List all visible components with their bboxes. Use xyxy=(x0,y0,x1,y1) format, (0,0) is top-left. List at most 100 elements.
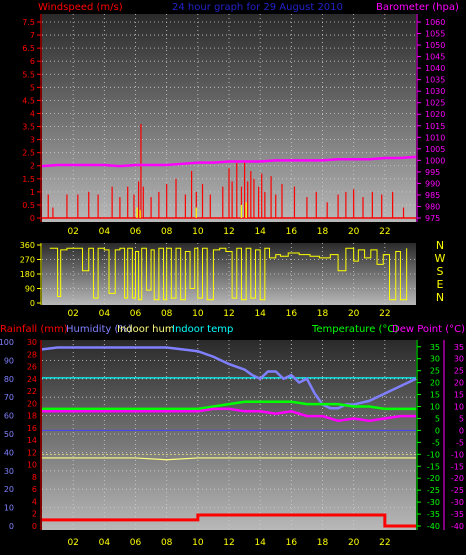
x-tick-label: 18 xyxy=(317,538,329,548)
panel1-x-axis: 02 04 06 08 10 12 14 16 18 20 22 xyxy=(67,227,390,237)
panel1-title-center: 24 hour graph for 29 August 2010 xyxy=(172,2,343,13)
x-tick-label: 10 xyxy=(192,538,204,548)
rain-tick-label: 2 xyxy=(32,510,37,519)
dew-tick-label: 5 xyxy=(459,414,464,423)
legend-item: Rainfall (mm) xyxy=(0,324,68,335)
barometer-line xyxy=(41,155,417,168)
dew-tick-label: 10 xyxy=(454,403,464,412)
humidity-tick-label: 80 xyxy=(4,375,14,384)
compass-label: W xyxy=(435,252,446,265)
x-tick-label: 10 xyxy=(192,227,204,237)
panel2-x-axis: 02 04 06 08 10 12 14 16 18 20 22 xyxy=(67,309,390,319)
left-tick-label: 2.5 xyxy=(22,149,35,158)
panel2-series xyxy=(49,247,408,301)
rain-tick-label: 18 xyxy=(27,412,37,421)
temp-tick-label: 15 xyxy=(430,391,440,400)
temp-tick-label: -40 xyxy=(427,522,440,531)
panel1-left-axis: 0 0.5 1 1.5 2 2.5 3 3.5 4 4.5 5 5.5 6 6.5 7 7.5 xyxy=(22,14,42,223)
humidity-tick-label: 10 xyxy=(4,504,14,513)
dew-tick-label: 0 xyxy=(459,426,464,435)
left-tick-label: 1 xyxy=(30,188,35,197)
x-tick-label: 16 xyxy=(286,538,298,548)
x-tick-label: 14 xyxy=(254,309,266,319)
humidity-tick-label: 70 xyxy=(4,393,14,402)
panel1-series xyxy=(41,123,417,219)
panel1-title-right: Barometer (hpa) xyxy=(376,2,459,13)
series-line xyxy=(42,457,416,461)
right-tick-label: 1005 xyxy=(425,145,445,154)
x-tick-label: 22 xyxy=(379,538,390,548)
legend-item: Indoor temp xyxy=(172,324,233,335)
temp-tick-label: -35 xyxy=(427,510,440,519)
legend-item: Indoor hum xyxy=(117,324,175,335)
right-tick-label: 1035 xyxy=(425,76,445,85)
x-tick-label: 04 xyxy=(99,538,111,548)
left-tick-label: 1.5 xyxy=(22,175,35,184)
rain-tick-label: 4 xyxy=(32,497,37,506)
x-tick-label: 16 xyxy=(286,227,298,237)
temp-tick-label: 25 xyxy=(430,367,440,376)
right-tick-label: 1060 xyxy=(425,18,445,27)
rain-tick-label: 22 xyxy=(27,387,37,396)
x-tick-label: 20 xyxy=(348,538,360,548)
right-tick-label: 1040 xyxy=(425,64,445,73)
x-tick-label: 20 xyxy=(348,227,360,237)
temp-tick-label: 30 xyxy=(430,355,440,364)
dew-tick-label: -40 xyxy=(451,522,464,531)
rain-tick-label: 12 xyxy=(27,448,37,457)
left-tick-label: 7.5 xyxy=(22,18,35,27)
humidity-tick-label: 100 xyxy=(0,338,14,347)
legend-item: Dew Point (°C) xyxy=(392,324,465,335)
temp-tick-label: -10 xyxy=(427,450,440,459)
right-tick-label: 990 xyxy=(425,179,440,188)
dew-tick-label: -35 xyxy=(451,510,464,519)
temp-tick-label: 10 xyxy=(430,403,440,412)
left-tick-label: 0 xyxy=(30,299,35,308)
humidity-tick-label: 0 xyxy=(9,522,14,531)
compass-label: N xyxy=(436,291,444,304)
x-tick-label: 10 xyxy=(192,309,204,319)
x-tick-label: 08 xyxy=(161,227,173,237)
left-tick-label: 4 xyxy=(30,109,35,118)
right-tick-label: 985 xyxy=(425,191,440,200)
x-tick-label: 14 xyxy=(254,538,266,548)
x-tick-label: 20 xyxy=(348,309,360,319)
left-tick-label: 5 xyxy=(30,83,35,92)
temp-tick-label: -5 xyxy=(432,438,440,447)
rain-tick-label: 26 xyxy=(27,363,37,372)
dew-tick-label: 35 xyxy=(454,343,464,352)
x-tick-label: 06 xyxy=(130,227,142,237)
dew-tick-label: -15 xyxy=(451,462,464,471)
compass-label: N xyxy=(436,239,444,252)
left-tick-label: 180 xyxy=(20,270,35,279)
panel3-series xyxy=(41,346,417,528)
dew-tick-label: 25 xyxy=(454,367,464,376)
x-tick-label: 12 xyxy=(223,227,234,237)
humidity-tick-label: 50 xyxy=(4,430,14,439)
panel1-title-left: Windspeed (m/s) xyxy=(38,2,123,13)
temp-tick-label: 20 xyxy=(430,379,440,388)
left-tick-label: 360 xyxy=(20,241,35,250)
left-tick-label: 6 xyxy=(30,57,35,66)
x-tick-label: 04 xyxy=(99,227,111,237)
x-tick-label: 16 xyxy=(286,309,298,319)
right-tick-label: 1050 xyxy=(425,41,445,50)
panel2-left-axis: 0 90 180 270 360 xyxy=(20,241,42,308)
dew-tick-label: -30 xyxy=(451,498,464,507)
dew-tick-label: -10 xyxy=(451,450,464,459)
right-tick-label: 975 xyxy=(425,214,440,223)
x-tick-label: 02 xyxy=(67,227,78,237)
series-line xyxy=(42,513,416,528)
dew-tick-label: -20 xyxy=(451,474,464,483)
dew-tick-label: 20 xyxy=(454,379,464,388)
temp-tick-label: 5 xyxy=(435,414,440,423)
x-tick-label: 14 xyxy=(254,227,266,237)
left-tick-label: 4.5 xyxy=(22,96,35,105)
humidity-tick-label: 20 xyxy=(4,485,14,494)
temp-tick-label: -20 xyxy=(427,474,440,483)
legend-item: Temperature (°C) xyxy=(311,324,398,335)
rain-tick-label: 24 xyxy=(27,375,37,384)
